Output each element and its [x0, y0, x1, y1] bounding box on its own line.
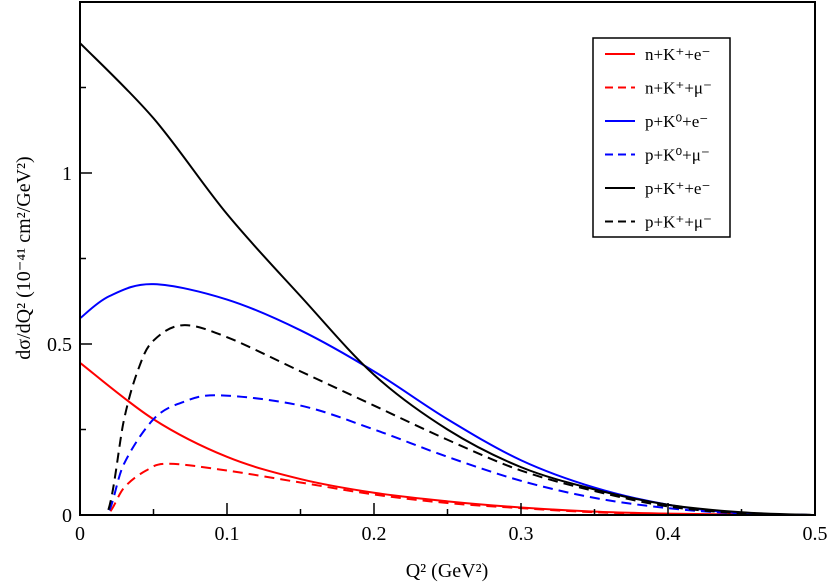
y-tick-label: 1: [62, 163, 72, 185]
legend: n+K⁺+e⁻ n+K⁺+μ⁻ p+K⁰+e⁻ p+K⁰+μ⁻ p+K⁺+e⁻ p+K⁺+…: [592, 37, 731, 238]
x-tick-label: 0.2: [362, 523, 387, 545]
x-tick-label: 0.5: [803, 523, 828, 545]
curves: [79, 42, 816, 516]
x-axis-label: Q² (GeV²): [406, 560, 489, 582]
x-tick-label: 0.3: [509, 523, 534, 545]
legend-label: p+K⁰+e⁻: [645, 112, 708, 131]
y-tick-label: 0: [62, 505, 72, 527]
legend-label: p+K⁰+μ⁻: [645, 146, 710, 165]
legend-label: n+K⁺+e⁻: [645, 45, 710, 64]
series-line-5: [80, 324, 816, 516]
x-tick-label: 0: [75, 523, 85, 545]
series-line-1: [80, 462, 816, 516]
axis-ticks: 0 0.1 0.2 0.3 0.4 0.5 0 0.5 1: [47, 86, 828, 545]
legend-box: [592, 37, 731, 238]
x-tick-label: 0.4: [656, 523, 681, 545]
series-line-3: [80, 394, 816, 516]
legend-label: p+K⁺+μ⁻: [645, 213, 712, 232]
y-tick-label: 0.5: [47, 334, 72, 356]
legend-label: p+K⁺+e⁻: [645, 179, 710, 198]
x-tick-label: 0.1: [215, 523, 240, 545]
series-line-4: [79, 42, 816, 516]
y-axis-label: dσ/dQ² (10⁻⁴¹ cm²/GeV²): [13, 156, 35, 359]
legend-label: n+K⁺+μ⁻: [645, 79, 712, 98]
